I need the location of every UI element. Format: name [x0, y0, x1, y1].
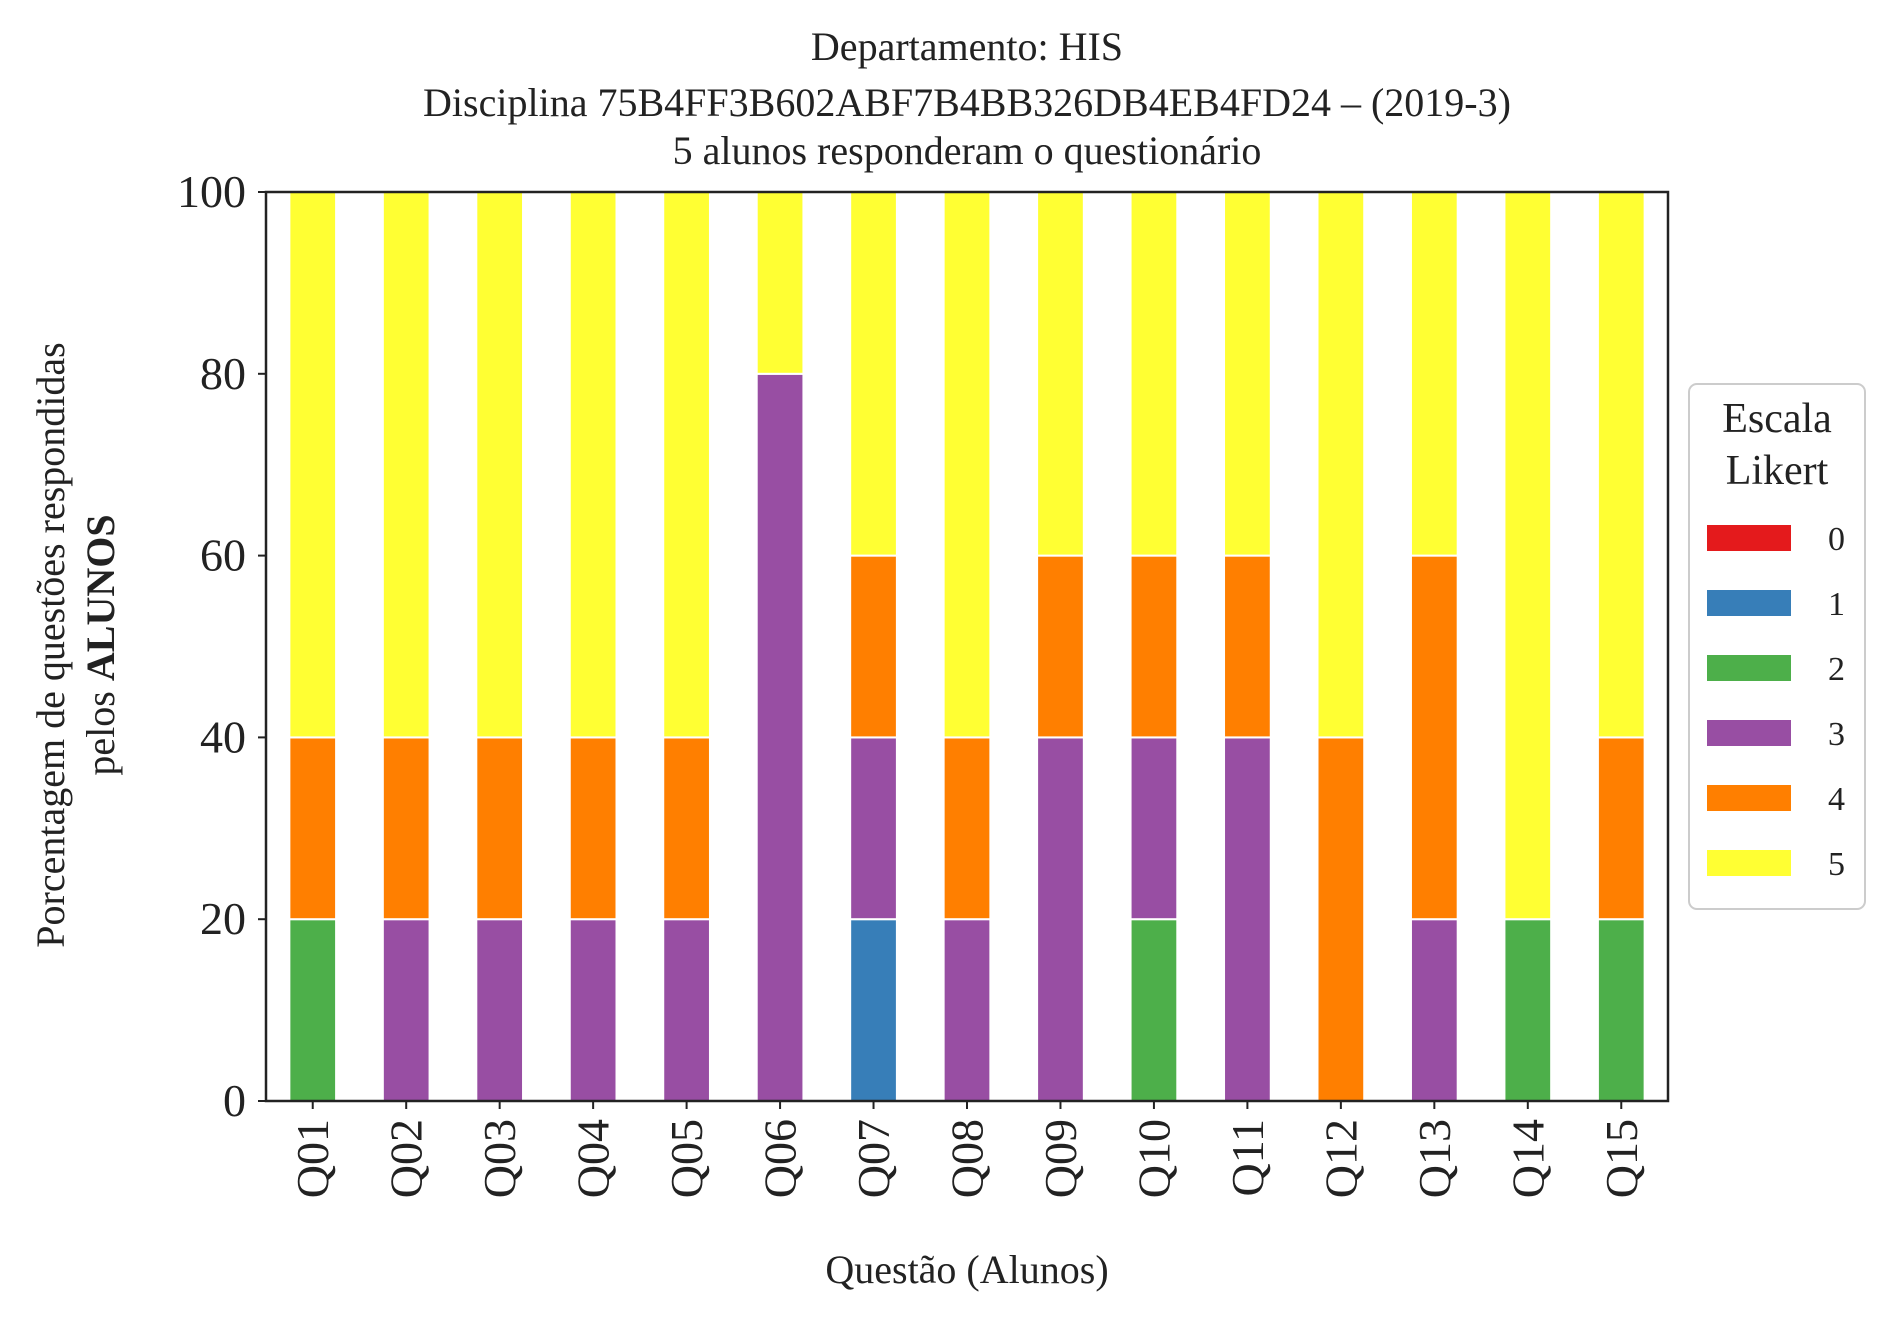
y-tick-label: 80 — [200, 348, 246, 399]
x-tick-label: Q06 — [755, 1119, 806, 1198]
legend-swatch-3 — [1707, 720, 1791, 746]
y-tick-label: 20 — [200, 893, 246, 944]
bar-Q03-likert-5 — [475, 191, 525, 739]
bar-Q08-likert-3 — [942, 918, 992, 1103]
x-tick-label: Q11 — [1222, 1119, 1273, 1197]
x-tick-label: Q01 — [287, 1119, 338, 1198]
y-tick-label: 0 — [223, 1075, 246, 1126]
x-tick-label: Q05 — [661, 1119, 712, 1198]
bar-Q04-likert-3 — [568, 918, 618, 1103]
bar-Q03-likert-4 — [475, 736, 525, 921]
bar-Q06-likert-3 — [755, 372, 805, 1102]
x-tick-label: Q07 — [848, 1119, 899, 1198]
legend-box — [1688, 383, 1866, 910]
x-tick-label: Q13 — [1409, 1119, 1460, 1198]
bar-Q02-likert-5 — [381, 191, 431, 739]
bar-Q11-likert-3 — [1223, 736, 1272, 1103]
legend-swatch-1 — [1707, 590, 1791, 616]
bar-Q03-likert-3 — [475, 918, 525, 1103]
x-tick-label: Q08 — [942, 1119, 993, 1198]
x-tick-label: Q14 — [1502, 1119, 1553, 1198]
legend-swatch-5 — [1707, 850, 1791, 876]
y-tick-label: 60 — [200, 530, 246, 581]
bar-Q09-likert-4 — [1036, 554, 1085, 739]
x-tick-label: Q10 — [1128, 1119, 1179, 1198]
bar-Q01-likert-5 — [288, 191, 338, 739]
x-tick-label: Q09 — [1035, 1119, 1086, 1198]
legend-swatch-0 — [1707, 525, 1791, 551]
x-tick-label: Q03 — [474, 1119, 525, 1198]
legend-items: 0 1 2 3 4 5 — [1707, 521, 1845, 883]
legend-label-5: 5 — [1828, 846, 1845, 883]
legend-title-line-1: Escala — [1722, 396, 1832, 442]
bar-Q04-likert-5 — [568, 191, 618, 739]
title-line-2: Disciplina 75B4FF3B602ABF7B4BB326DB4EB4F… — [423, 80, 1511, 125]
bar-Q14-likert-2 — [1503, 918, 1553, 1103]
bar-Q08-likert-4 — [942, 736, 992, 921]
bar-Q14-likert-5 — [1503, 191, 1553, 921]
bar-Q05-likert-4 — [662, 736, 711, 921]
bar-Q11-likert-5 — [1223, 191, 1272, 557]
bar-Q12-likert-5 — [1316, 191, 1366, 739]
legend-label-1: 1 — [1828, 586, 1845, 623]
bar-Q05-likert-5 — [662, 191, 711, 739]
bar-Q10-likert-2 — [1129, 918, 1179, 1103]
y-axis-label-prefix: pelos — [78, 681, 123, 775]
bar-Q10-likert-3 — [1129, 736, 1179, 921]
bar-Q02-likert-3 — [381, 918, 431, 1103]
bar-Q13-likert-5 — [1409, 191, 1459, 557]
bar-Q15-likert-4 — [1596, 736, 1646, 921]
y-axis-label-bold: ALUNOS — [78, 514, 123, 681]
x-axis-ticks: Q01 Q02 Q03 Q04 Q05 Q06 Q07 Q08 Q09 Q10 Q11 Q12 Q13 Q… — [287, 1101, 1647, 1198]
x-tick-label: Q04 — [568, 1119, 619, 1198]
bar-Q15-likert-2 — [1596, 918, 1646, 1103]
plot-area-frame — [264, 190, 1670, 1103]
bar-Q07-likert-1 — [849, 918, 898, 1103]
bar-Q10-likert-4 — [1129, 554, 1179, 739]
y-axis-label-line-1: Porcentagem de questões respondidas — [28, 342, 73, 947]
bar-Q15-likert-5 — [1596, 191, 1646, 739]
bar-Q10-likert-5 — [1129, 191, 1179, 557]
legend-title-line-2: Likert — [1726, 448, 1829, 494]
legend-swatch-4 — [1707, 785, 1791, 811]
bar-Q09-likert-5 — [1036, 191, 1085, 557]
y-tick-label: 100 — [177, 166, 246, 217]
bar-Q01-likert-4 — [288, 736, 338, 921]
y-axis-ticks: 0 20 40 60 80 100 — [177, 166, 266, 1126]
x-tick-label: Q15 — [1596, 1119, 1647, 1198]
bar-Q07-likert-4 — [849, 554, 898, 739]
bar-Q04-likert-4 — [568, 736, 618, 921]
legend-swatch-2 — [1707, 655, 1791, 681]
bar-Q09-likert-3 — [1036, 736, 1085, 1103]
bar-Q11-likert-4 — [1223, 554, 1272, 739]
bar-Q02-likert-4 — [381, 736, 431, 921]
legend-label-3: 3 — [1828, 716, 1845, 753]
x-tick-label: Q12 — [1315, 1119, 1366, 1198]
x-tick-label: Q02 — [381, 1119, 432, 1198]
bar-Q07-likert-5 — [849, 191, 898, 557]
bar-Q05-likert-3 — [662, 918, 711, 1103]
y-tick-label: 40 — [200, 711, 246, 762]
legend: Escala Likert 0 1 2 3 4 5 — [1688, 383, 1866, 910]
bar-Q08-likert-5 — [942, 191, 992, 739]
title-line-1: Departamento: HIS — [811, 24, 1123, 69]
bar-Q13-likert-3 — [1409, 918, 1459, 1103]
chart-title: Departamento: HIS Disciplina 75B4FF3B602… — [423, 24, 1511, 173]
bar-Q01-likert-2 — [288, 918, 338, 1103]
legend-label-4: 4 — [1828, 781, 1845, 818]
x-axis-label: Questão (Alunos) — [825, 1247, 1108, 1292]
bar-Q06-likert-5 — [755, 191, 805, 375]
bar-Q07-likert-3 — [849, 736, 898, 921]
legend-label-0: 0 — [1828, 521, 1845, 558]
title-line-3: 5 alunos responderam o questionário — [673, 128, 1262, 173]
legend-label-2: 2 — [1828, 651, 1845, 688]
y-axis-label-line-2: pelos ALUNOS — [78, 514, 123, 775]
bar-Q12-likert-4 — [1316, 736, 1366, 1103]
bar-Q13-likert-4 — [1409, 554, 1459, 921]
bars — [288, 191, 1646, 1103]
